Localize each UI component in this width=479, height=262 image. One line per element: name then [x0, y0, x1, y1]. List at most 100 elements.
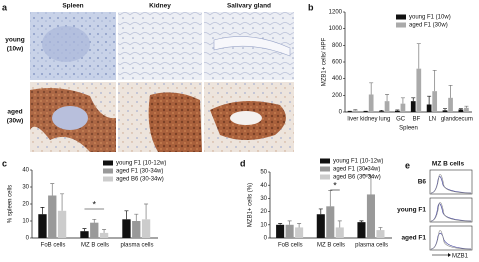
y-tick-label: 1000: [329, 26, 343, 32]
y-axis-label: MZB1+ cells/ HPF: [322, 37, 328, 86]
bar: [141, 219, 151, 238]
x-tick-label: gland: [441, 117, 456, 123]
y-tick-label: 600: [332, 60, 343, 66]
bar: [352, 110, 358, 112]
micrograph: [118, 12, 202, 80]
legend-label: aged F1 (30w): [409, 23, 448, 29]
error-bar: [368, 175, 373, 195]
y-axis-label: MZB1+ cells (%): [248, 183, 254, 227]
bar: [80, 231, 89, 238]
bar: [122, 219, 131, 238]
bar: [90, 222, 99, 238]
legend-swatch: [103, 168, 113, 174]
histogram: [430, 176, 472, 194]
significance-star: *: [93, 199, 97, 209]
bar: [316, 214, 325, 238]
x-axis-label: MZB1: [452, 254, 469, 260]
x-tick-label: GC: [396, 117, 406, 123]
error-bar: [102, 229, 107, 233]
bar: [335, 227, 344, 238]
x-tick-label: MZ B cells: [317, 243, 345, 249]
x-tick-label: plasma cells: [120, 243, 153, 249]
y-tick-label: 1200: [329, 10, 343, 16]
legend-swatch: [103, 160, 113, 166]
histogram-frame: [429, 225, 473, 251]
bar: [442, 110, 448, 112]
panel-letter: d: [240, 158, 246, 168]
error-bar: [464, 105, 469, 108]
histogram: [430, 230, 472, 250]
panel-letter: a: [2, 2, 8, 12]
x-tick-label: FoB cells: [278, 243, 303, 249]
x-tick-label: liver: [347, 117, 358, 123]
legend-swatch: [320, 158, 330, 164]
histogram: [430, 202, 472, 222]
error-bar: [359, 220, 364, 223]
bar: [395, 110, 400, 112]
bar: [426, 104, 432, 112]
error-bar: [50, 183, 55, 196]
y-axis-label: % spleen cells: [8, 185, 14, 223]
row-label: aged F1: [401, 235, 426, 242]
axis-arrow-head: [448, 253, 451, 257]
x-group-label: Spleen: [399, 126, 418, 132]
error-bar: [144, 203, 149, 220]
bar: [400, 103, 406, 112]
legend-label: aged F1 (30-34w): [116, 169, 163, 175]
bar: [276, 224, 285, 238]
legend-label: aged F1 (30-34w): [333, 167, 380, 173]
legend-swatch: [103, 176, 113, 182]
x-tick-label: kidney: [360, 117, 377, 123]
flow-title: MZ B cells: [432, 161, 465, 168]
row-label: aged: [7, 109, 22, 116]
legend-swatch: [320, 174, 330, 180]
significance-star: *: [333, 180, 337, 190]
bar: [464, 107, 469, 112]
bar: [295, 227, 304, 238]
y-tick-label: 0: [26, 236, 30, 242]
row-label: (10w): [7, 46, 24, 53]
y-tick-label: 20: [260, 209, 267, 215]
histogram: [430, 203, 472, 222]
panel-letter: c: [2, 158, 7, 168]
error-bar: [369, 82, 374, 95]
column-header: Salivary gland: [227, 3, 271, 10]
error-bar: [92, 218, 97, 223]
error-bar: [400, 97, 405, 104]
error-bar: [411, 97, 416, 102]
micrograph-detail: [230, 111, 262, 125]
error-bar: [416, 43, 421, 69]
bar: [416, 68, 422, 112]
error-bar: [385, 94, 390, 102]
histogram-frame: [429, 169, 473, 195]
error-bar: [287, 220, 292, 225]
x-tick-label: LN: [428, 117, 436, 123]
legend-swatch: [396, 14, 406, 20]
x-tick-label: cecum: [455, 117, 473, 123]
row-label: young F1: [397, 207, 426, 214]
panel-letter: b: [308, 2, 314, 12]
error-bar: [40, 207, 45, 215]
bar: [48, 195, 57, 238]
row-label: B6: [418, 179, 427, 186]
image-panel: a Spleen Kidney Salivary gland young (10…: [2, 2, 294, 152]
bar: [384, 101, 390, 112]
error-bar: [378, 227, 383, 231]
y-tick-label: 30: [260, 196, 267, 202]
legend-swatch: [396, 22, 406, 28]
bar: [379, 111, 384, 112]
bar: [357, 222, 366, 238]
error-bar: [458, 108, 463, 110]
column-header: Kidney: [149, 3, 171, 10]
y-tick-label: 10: [22, 219, 29, 225]
error-bar: [427, 95, 432, 105]
y-tick-label: 50: [260, 170, 267, 176]
error-bar: [353, 109, 358, 111]
bar: [99, 232, 109, 238]
x-tick-label: MZ B cells: [81, 243, 109, 249]
error-bar: [134, 213, 139, 221]
y-tick-label: 0: [339, 110, 343, 116]
panel-letter: e: [405, 160, 410, 170]
legend-swatch: [320, 166, 330, 172]
